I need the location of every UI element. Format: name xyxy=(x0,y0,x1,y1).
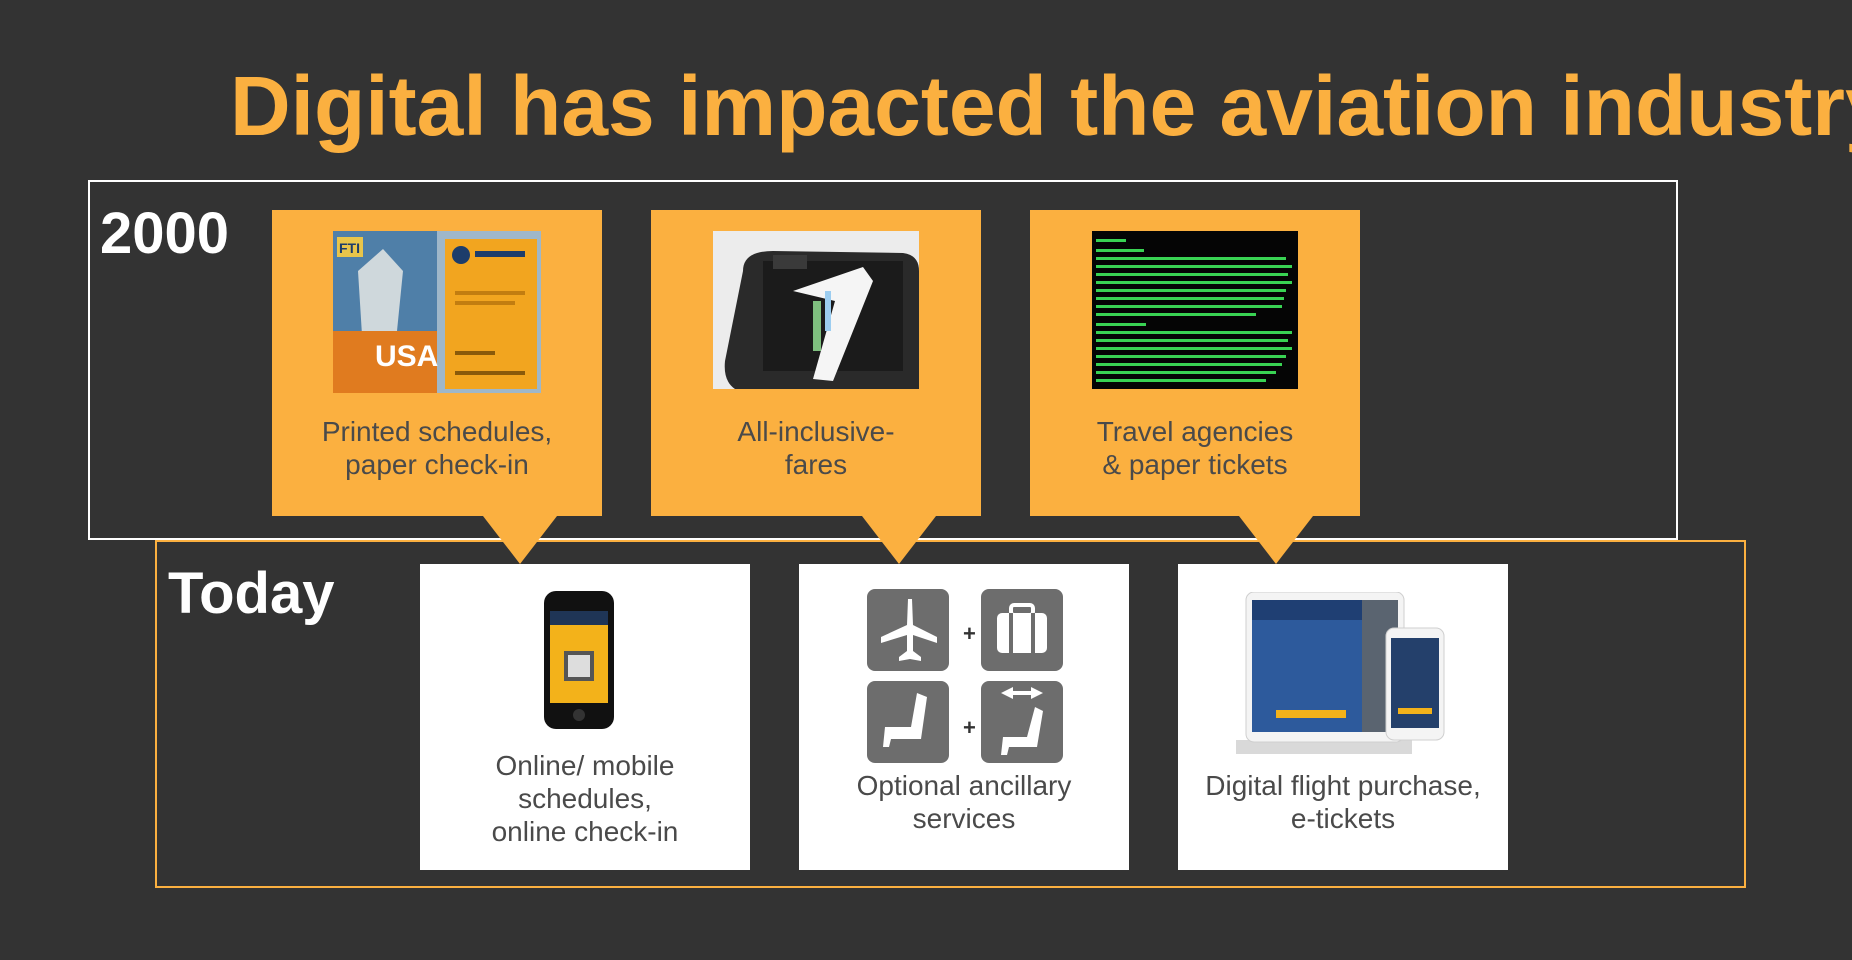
card-all-inclusive-fares: All-inclusive- fares xyxy=(651,210,981,516)
card-caption: Optional ancillary services xyxy=(856,770,1072,834)
terminal-screen-image xyxy=(1092,231,1298,389)
era-2000-label: 2000 xyxy=(100,201,230,266)
svg-text:+: + xyxy=(963,621,976,646)
card-digital-purchase: Digital flight purchase, e-tickets xyxy=(1178,564,1508,870)
card-travel-agencies: Travel agencies & paper tickets xyxy=(1030,210,1360,516)
card-ancillary-services: + + Optional ancillary services xyxy=(799,564,1129,870)
tablet-and-phone-image xyxy=(1236,591,1450,758)
ancillary-service-icons: + + xyxy=(867,589,1063,765)
card-pointer xyxy=(1239,516,1313,564)
svg-text:FTI: FTI xyxy=(339,240,360,256)
printed-schedules-image: USA FTI xyxy=(333,231,541,393)
card-caption: Printed schedules, paper check-in xyxy=(321,416,553,480)
card-online-mobile: Online/ mobile schedules, online check-i… xyxy=(420,564,750,870)
card-caption: Travel agencies & paper tickets xyxy=(1096,416,1294,480)
card-caption: All-inclusive- fares xyxy=(737,416,895,480)
card-pointer xyxy=(483,516,557,564)
era-today-label: Today xyxy=(168,561,335,626)
card-pointer xyxy=(862,516,936,564)
card-printed-schedules: USA FTI Printed schedules, paper check-i… xyxy=(272,210,602,516)
page-title: Digital has impacted the aviation indust… xyxy=(230,59,1852,153)
suitcase-image xyxy=(713,231,919,389)
svg-text:USA: USA xyxy=(375,340,438,373)
smartphone-icon xyxy=(544,591,614,729)
svg-text:+: + xyxy=(963,715,976,740)
card-caption: Digital flight purchase, e-tickets xyxy=(1205,770,1481,834)
card-caption: Online/ mobile schedules, online check-i… xyxy=(491,750,679,847)
era-today-frame xyxy=(155,540,1746,888)
